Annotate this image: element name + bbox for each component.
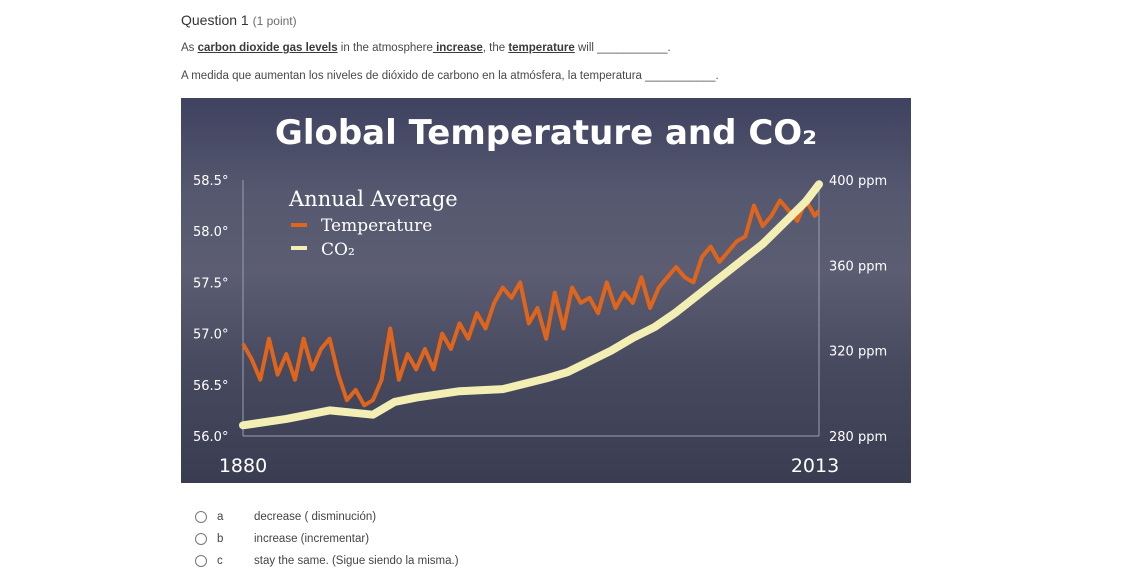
question-prompt-spanish: A medida que aumentan los niveles de dió… (181, 70, 719, 82)
question-header: Question 1 (1 point) (181, 12, 297, 28)
left-tick-label: 58.0° (193, 225, 228, 240)
right-tick-label: 360 ppm (829, 259, 887, 274)
option-letter: c (217, 555, 223, 567)
x-start-label: 1880 (219, 455, 267, 477)
series-line-temperature (241, 198, 821, 408)
legend-label-temperature: Temperature (321, 216, 432, 236)
option-letter: b (217, 533, 224, 545)
radio-button[interactable] (195, 511, 207, 523)
temperature-co2-chart: Global Temperature and CO₂ 58.5° 58.0° 57.… (193, 113, 887, 477)
radio-button[interactable] (195, 533, 207, 545)
question-prompt-english: As carbon dioxide gas levels in the atmo… (181, 42, 671, 54)
left-tick-labels: 58.5° 58.0° 57.5° 57.0° 56.5° 56.0° (193, 174, 228, 445)
question-title: Question 1 (181, 12, 249, 28)
option-label: decrease ( disminución) (254, 511, 377, 523)
chart-image: Global Temperature and CO₂ 58.5° 58.0° 57.… (181, 98, 911, 483)
prompt-underline-co2: carbon dioxide gas levels (197, 42, 338, 54)
right-tick-label: 280 ppm (829, 430, 887, 445)
prompt-text: , the (482, 42, 509, 54)
option-a[interactable]: a decrease ( disminución) (195, 510, 595, 528)
left-tick-label: 56.5° (193, 379, 228, 394)
chart-title: Global Temperature and CO₂ (275, 113, 817, 153)
prompt-text: in the atmosphere (337, 42, 433, 54)
right-tick-labels: 400 ppm 360 ppm 320 ppm 280 ppm (829, 174, 887, 445)
series-line-co2 (239, 180, 823, 430)
legend-label-co2: CO₂ (321, 240, 355, 260)
right-tick-label: 400 ppm (829, 174, 887, 189)
prompt-underline-temperature: temperature (508, 42, 575, 54)
option-label: stay the same. (Sigue siendo la misma.) (254, 555, 459, 567)
prompt-text: will ___________. (574, 42, 671, 54)
option-label: increase (incrementar) (254, 533, 370, 545)
x-end-label: 2013 (791, 455, 839, 477)
option-b[interactable]: b increase (incrementar) (195, 532, 595, 550)
left-tick-label: 58.5° (193, 174, 228, 189)
legend-title: Annual Average (288, 187, 458, 211)
legend-swatch-co2 (291, 246, 307, 250)
option-letter: a (217, 511, 224, 523)
left-tick-label: 56.0° (193, 430, 228, 445)
chart-legend: Annual Average Temperature CO₂ (288, 187, 458, 260)
prompt-underline-increase: increase (432, 42, 483, 54)
option-c[interactable]: c stay the same. (Sigue siendo la misma.… (195, 554, 595, 572)
left-tick-label: 57.5° (193, 276, 228, 291)
right-tick-label: 320 ppm (829, 345, 887, 360)
radio-button[interactable] (195, 555, 207, 567)
left-tick-label: 57.0° (193, 328, 228, 343)
question-points: (1 point) (252, 14, 297, 28)
prompt-text: As (181, 42, 198, 54)
legend-swatch-temperature (291, 223, 307, 227)
